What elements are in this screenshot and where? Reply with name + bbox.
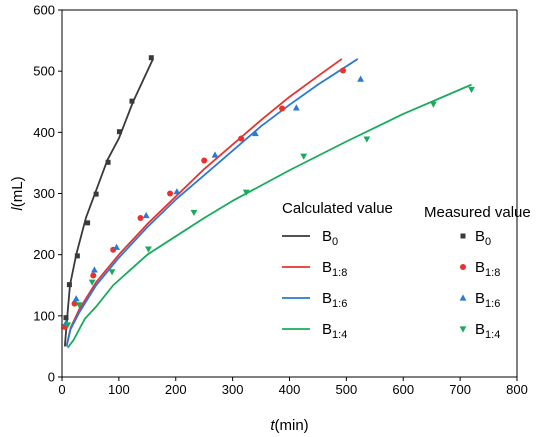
x-tick-label: 200: [165, 382, 187, 397]
measured-point-b1-8: [238, 135, 245, 142]
measured-point-b0: [105, 159, 111, 165]
measured-point-b1-6: [72, 295, 80, 302]
x-tick-label: 700: [449, 382, 471, 397]
y-tick-label: 100: [33, 308, 55, 323]
measured-point-b1-4: [64, 322, 72, 329]
measured-point-b1-8: [137, 214, 144, 221]
legend-marker-b1-6: [459, 294, 467, 301]
measured-point-b1-4: [75, 302, 83, 309]
legend-measured-title: Measured value: [424, 204, 531, 221]
measured-point-b1-4: [363, 136, 371, 143]
measured-point-b1-4: [300, 153, 308, 160]
legend-label-measured-b1-8: B1:8: [475, 259, 500, 279]
measured-point-b0: [63, 315, 69, 321]
legend-label-calculated-b1-4: B1:4: [322, 321, 347, 341]
measured-point-b1-6: [292, 104, 300, 111]
legend-label-measured-b1-6: B1:6: [475, 290, 500, 310]
measured-point-b0: [66, 282, 72, 288]
x-tick-label: 800: [506, 382, 528, 397]
measured-point-b0: [116, 129, 122, 135]
legend-marker-b1-8: [460, 264, 466, 270]
y-tick-label: 600: [33, 3, 55, 18]
measured-point-b0: [93, 191, 99, 197]
x-tick-label: 500: [336, 382, 358, 397]
measured-point-b0: [85, 220, 91, 226]
x-axis-title: t(min): [270, 417, 308, 434]
calculated-line-b0: [63, 58, 154, 347]
measured-points: [61, 55, 475, 330]
x-tick-label: 600: [392, 382, 414, 397]
y-tick-label: 300: [33, 186, 55, 201]
calculated-line-b1-6: [65, 58, 359, 347]
y-axis-title: l(mL): [9, 176, 26, 210]
measured-point-b1-6: [113, 243, 120, 250]
legend-calculated-title: Calculated value: [282, 200, 393, 217]
x-tick-label: 300: [222, 382, 244, 397]
measured-point-b1-4: [88, 279, 96, 286]
measured-point-b0: [74, 253, 80, 259]
x-tick-label: 0: [58, 382, 65, 397]
y-tick-label: 500: [33, 64, 55, 79]
measured-point-b1-8: [201, 157, 208, 164]
measured-point-b1-4: [145, 246, 152, 253]
measured-point-b1-8: [167, 190, 174, 197]
measured-point-b1-6: [357, 75, 364, 82]
measured-point-b1-4: [242, 189, 250, 196]
legend-label-calculated-b1-6: B1:6: [322, 290, 347, 310]
y-tick-label: 400: [33, 125, 55, 140]
x-tick-label: 100: [108, 382, 130, 397]
measured-point-b1-4: [429, 101, 437, 108]
y-ticks: 0 100 200 300 400 500 600: [33, 3, 62, 385]
measured-point-b1-8: [90, 272, 97, 279]
measured-point-b1-4: [108, 269, 116, 276]
measured-point-b1-6: [211, 151, 219, 158]
measured-point-b1-4: [468, 86, 475, 94]
x-ticks: 0 100 200 300 400 500 600 700 800: [58, 377, 528, 397]
legend-label-calculated-b1-8: B1:8: [322, 259, 347, 279]
legend: Calculated value Measured value B0 B0 B1:8…: [282, 200, 531, 341]
legend-label-calculated-b0: B0: [322, 228, 338, 248]
legend-label-measured-b1-4: B1:4: [475, 321, 500, 341]
calculated-lines: [63, 58, 472, 349]
measured-point-b1-4: [190, 209, 198, 217]
legend-label-measured-b0: B0: [475, 228, 491, 248]
measured-point-b0: [129, 98, 135, 104]
x-tick-label: 400: [279, 382, 301, 397]
measured-point-b1-6: [142, 211, 150, 219]
legend-marker-b1-4: [459, 326, 467, 333]
legend-marker-b0: [460, 233, 466, 239]
calculated-line-b1-8: [65, 58, 343, 347]
plot-frame: [61, 9, 518, 378]
measured-point-b0: [148, 55, 154, 61]
measured-point-b1-6: [251, 129, 259, 137]
y-tick-label: 200: [33, 247, 55, 262]
measured-point-b1-8: [71, 300, 78, 307]
measured-point-b1-8: [339, 67, 346, 74]
measured-point-b1-6: [91, 266, 98, 273]
measured-point-b1-8: [279, 105, 286, 112]
measured-point-b1-6: [173, 188, 181, 195]
calculated-line-b1-4: [66, 83, 472, 349]
y-tick-label: 0: [48, 370, 55, 385]
